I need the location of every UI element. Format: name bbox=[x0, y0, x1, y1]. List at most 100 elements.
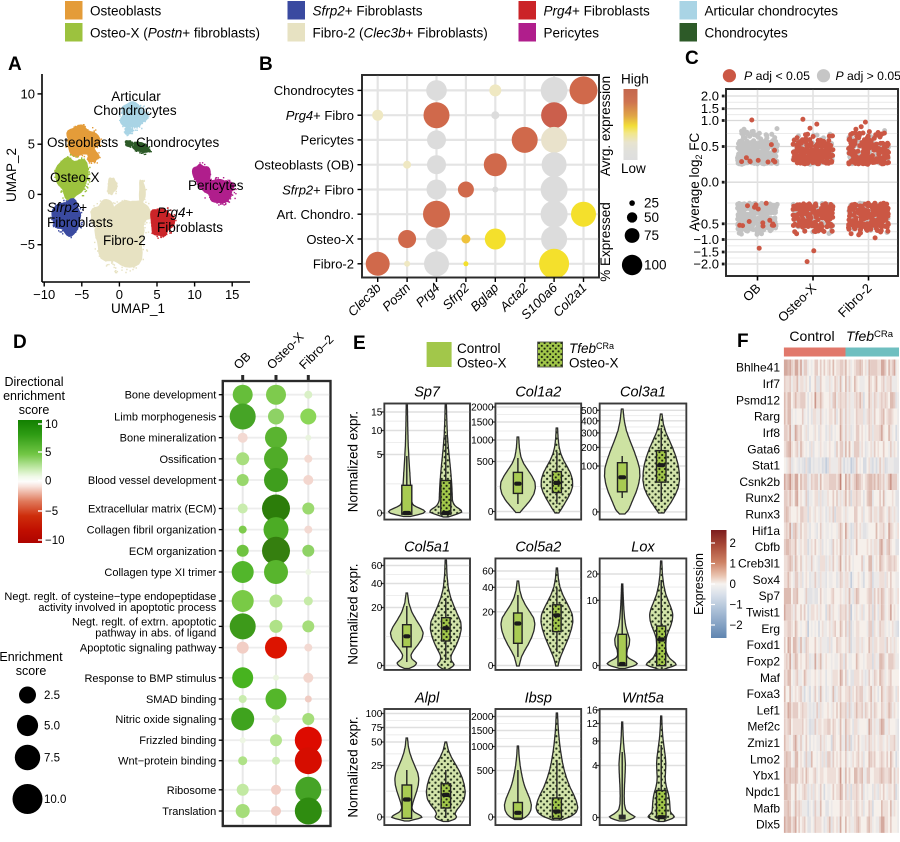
svg-text:0: 0 bbox=[592, 813, 598, 824]
svg-text:−5: −5 bbox=[74, 287, 89, 302]
svg-text:Average log2 FC: Average log2 FC bbox=[687, 132, 704, 231]
svg-text:Wnt5a: Wnt5a bbox=[622, 691, 664, 707]
svg-text:Response to BMP stimulus: Response to BMP stimulus bbox=[84, 673, 216, 685]
svg-text:Expression: Expression bbox=[692, 553, 706, 615]
svg-text:100: 100 bbox=[366, 709, 383, 720]
svg-text:Wnt−protein binding: Wnt−protein binding bbox=[118, 756, 216, 768]
svg-text:4: 4 bbox=[592, 761, 598, 772]
svg-text:0: 0 bbox=[488, 507, 494, 518]
svg-text:10: 10 bbox=[21, 86, 35, 101]
svg-text:F: F bbox=[737, 331, 749, 352]
svg-text:Chondrocytes: Chondrocytes bbox=[136, 135, 220, 150]
svg-text:Hif1a: Hif1a bbox=[752, 524, 780, 538]
svg-text:500: 500 bbox=[581, 406, 598, 417]
svg-text:Ribosome: Ribosome bbox=[167, 785, 217, 797]
svg-text:Lmo2: Lmo2 bbox=[750, 752, 780, 766]
svg-text:5: 5 bbox=[377, 450, 383, 461]
svg-text:C: C bbox=[685, 48, 699, 69]
svg-text:Nitric oxide signaling: Nitric oxide signaling bbox=[115, 714, 216, 726]
svg-text:75: 75 bbox=[371, 723, 383, 734]
svg-text:Osteo-X: Osteo-X bbox=[50, 170, 100, 185]
svg-text:300: 300 bbox=[581, 429, 598, 440]
svg-text:50: 50 bbox=[644, 210, 659, 225]
svg-text:5.0: 5.0 bbox=[44, 721, 60, 733]
svg-text:−10: −10 bbox=[45, 535, 65, 547]
svg-text:Ybx1: Ybx1 bbox=[753, 769, 781, 783]
svg-text:Foxd1: Foxd1 bbox=[747, 638, 781, 652]
svg-text:Articular: Articular bbox=[111, 89, 161, 104]
svg-text:Sp7: Sp7 bbox=[759, 589, 781, 603]
svg-text:2.5: 2.5 bbox=[44, 690, 60, 702]
svg-text:Prg4+ Fibro: Prg4+ Fibro bbox=[286, 108, 354, 123]
svg-text:40: 40 bbox=[482, 583, 494, 594]
svg-text:Control: Control bbox=[789, 328, 834, 344]
svg-text:10: 10 bbox=[587, 596, 599, 607]
svg-text:10.0: 10.0 bbox=[44, 794, 66, 806]
svg-text:Collagen type XI trimer: Collagen type XI trimer bbox=[104, 567, 216, 579]
svg-text:Foxa3: Foxa3 bbox=[747, 687, 781, 701]
svg-text:Chondrocytes: Chondrocytes bbox=[274, 83, 355, 98]
svg-text:15: 15 bbox=[225, 287, 239, 302]
svg-text:Rarg: Rarg bbox=[754, 410, 780, 424]
svg-text:Osteo-X: Osteo-X bbox=[306, 232, 354, 247]
svg-text:−2.0: −2.0 bbox=[693, 257, 719, 272]
svg-text:0: 0 bbox=[488, 813, 494, 824]
svg-text:Col5a1: Col5a1 bbox=[404, 540, 450, 556]
svg-text:Translation: Translation bbox=[162, 806, 216, 818]
svg-text:Alpl: Alpl bbox=[414, 691, 440, 707]
svg-text:Limb morphogenesis: Limb morphogenesis bbox=[114, 412, 217, 424]
svg-text:Osteo-X: Osteo-X bbox=[457, 356, 507, 371]
svg-text:Ossification: Ossification bbox=[159, 454, 216, 466]
svg-text:0.5: 0.5 bbox=[701, 139, 719, 154]
svg-text:5: 5 bbox=[153, 287, 160, 302]
svg-text:Prg4+ Fibroblasts: Prg4+ Fibroblasts bbox=[544, 4, 650, 19]
svg-text:Col5a2: Col5a2 bbox=[515, 540, 561, 556]
svg-text:1000: 1000 bbox=[471, 436, 494, 447]
svg-text:% Expressed: % Expressed bbox=[598, 202, 613, 282]
svg-text:20: 20 bbox=[587, 570, 599, 581]
svg-text:1.0: 1.0 bbox=[701, 113, 719, 128]
svg-text:2000: 2000 bbox=[471, 403, 494, 414]
svg-text:Sox4: Sox4 bbox=[753, 573, 781, 587]
svg-text:25: 25 bbox=[371, 761, 383, 772]
svg-text:2000: 2000 bbox=[471, 712, 494, 723]
svg-text:500: 500 bbox=[477, 766, 494, 777]
svg-text:Osteoblasts: Osteoblasts bbox=[90, 4, 162, 19]
svg-text:Mafb: Mafb bbox=[753, 801, 780, 815]
svg-text:Low: Low bbox=[621, 161, 646, 176]
svg-text:activity involved in apoptotic: activity involved in apoptotic process bbox=[38, 602, 216, 614]
svg-text:Avrg. expression: Avrg. expression bbox=[598, 76, 613, 176]
svg-text:Runx3: Runx3 bbox=[745, 508, 780, 522]
svg-text:200: 200 bbox=[581, 443, 598, 454]
svg-text:Chondrocytes: Chondrocytes bbox=[93, 103, 177, 118]
svg-text:Bhlhe41: Bhlhe41 bbox=[736, 361, 780, 375]
svg-text:−2: −2 bbox=[730, 620, 743, 632]
svg-text:20: 20 bbox=[371, 603, 383, 614]
svg-text:Fibro-2: Fibro-2 bbox=[103, 233, 146, 248]
svg-text:Foxp2: Foxp2 bbox=[747, 654, 781, 668]
svg-text:Prg4+: Prg4+ bbox=[157, 205, 194, 220]
svg-text:10: 10 bbox=[187, 287, 201, 302]
svg-text:pathway in abs. of ligand: pathway in abs. of ligand bbox=[95, 627, 216, 639]
svg-text:75: 75 bbox=[644, 228, 659, 243]
svg-text:Normalized expr.: Normalized expr. bbox=[346, 563, 361, 664]
svg-text:Stat1: Stat1 bbox=[752, 459, 780, 473]
svg-text:Csnk2b: Csnk2b bbox=[739, 475, 780, 489]
svg-text:enrichment: enrichment bbox=[3, 389, 65, 403]
svg-text:10: 10 bbox=[371, 426, 383, 437]
svg-text:Mef2c: Mef2c bbox=[747, 720, 780, 734]
svg-text:100: 100 bbox=[581, 462, 598, 473]
svg-text:Gata6: Gata6 bbox=[747, 442, 780, 456]
svg-text:SMAD binding: SMAD binding bbox=[146, 694, 216, 706]
svg-text:Osteo-X: Osteo-X bbox=[569, 356, 619, 371]
svg-text:0: 0 bbox=[488, 661, 494, 672]
svg-text:Blood vessel development: Blood vessel development bbox=[88, 475, 216, 487]
svg-text:40: 40 bbox=[371, 579, 383, 590]
svg-text:Ibsp: Ibsp bbox=[525, 691, 552, 707]
svg-text:5: 5 bbox=[28, 137, 35, 152]
svg-text:10: 10 bbox=[45, 419, 58, 431]
svg-text:Runx2: Runx2 bbox=[745, 491, 780, 505]
svg-text:B: B bbox=[259, 54, 273, 75]
svg-text:Control: Control bbox=[457, 341, 501, 356]
svg-text:Collagen fibril organization: Collagen fibril organization bbox=[87, 525, 217, 537]
